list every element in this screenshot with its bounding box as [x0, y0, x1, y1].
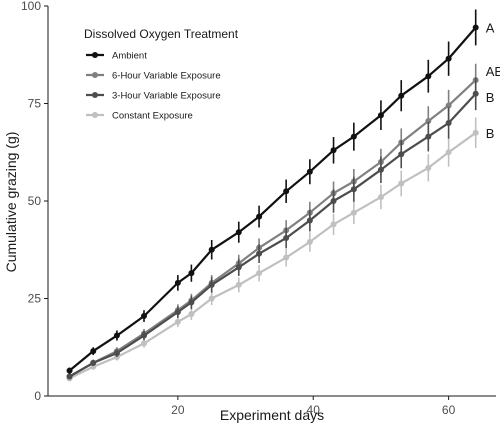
data-point	[283, 235, 290, 242]
series-layer	[66, 9, 479, 382]
data-point	[350, 133, 357, 140]
series-3	[66, 77, 479, 380]
legend-item-3: 3-Hour Variable Exposure	[86, 91, 221, 102]
data-point	[208, 246, 215, 253]
end-labels: A AB B B	[486, 20, 500, 140]
data-point	[283, 188, 290, 195]
series-line	[69, 131, 477, 380]
data-point	[256, 270, 263, 277]
data-point	[445, 120, 452, 126]
x-tick-label: 60	[442, 403, 456, 417]
data-point	[306, 168, 313, 175]
data-point	[235, 229, 242, 236]
data-point	[398, 92, 405, 99]
data-point	[425, 73, 432, 80]
data-point	[398, 180, 405, 187]
data-point	[472, 90, 479, 97]
data-point	[174, 309, 181, 316]
y-tick-label: 50	[28, 194, 42, 208]
legend-label: Constant Exposure	[112, 111, 193, 122]
data-point	[445, 55, 452, 62]
data-point	[377, 194, 384, 201]
y-tick-label: 25	[28, 292, 42, 306]
axes: 0 25 50 75 100 20 40 60	[21, 0, 496, 417]
data-point	[174, 279, 181, 286]
y-axis-title: Cumulative grazing (g)	[3, 132, 19, 273]
x-tick-label: 20	[171, 403, 185, 417]
data-point	[472, 129, 479, 136]
legend-label: 6-Hour Variable Exposure	[112, 71, 221, 82]
data-point	[188, 311, 195, 318]
legend-label: 3-Hour Variable Exposure	[112, 91, 221, 102]
data-point	[208, 281, 215, 288]
data-point	[425, 133, 432, 140]
data-point	[66, 373, 73, 380]
data-point	[445, 102, 452, 109]
y-tick-label: 0	[34, 389, 41, 403]
significance-label-4: B	[486, 126, 495, 141]
data-point	[330, 147, 337, 154]
legend-title: Dissolved Oxygen Treatment	[84, 27, 239, 41]
data-point	[208, 295, 215, 302]
data-point	[66, 367, 73, 374]
data-point	[425, 118, 432, 125]
data-point	[306, 238, 313, 245]
series-4	[66, 117, 479, 382]
y-tick-label: 100	[21, 0, 41, 13]
data-point	[377, 166, 384, 173]
data-point	[188, 270, 195, 277]
data-point	[350, 186, 357, 193]
data-point	[256, 250, 263, 257]
series-line	[68, 26, 477, 372]
data-point	[330, 221, 337, 228]
data-point	[350, 209, 357, 216]
data-point	[174, 318, 181, 325]
data-point	[235, 264, 242, 271]
legend-label: Ambient	[112, 51, 147, 62]
data-point	[113, 350, 120, 357]
series-line	[68, 79, 477, 378]
legend-item-4: Constant Exposure	[86, 111, 193, 122]
significance-label-1: A	[486, 20, 495, 35]
x-axis-title: Experiment days	[220, 407, 324, 423]
data-point	[141, 332, 147, 339]
data-point	[283, 254, 290, 261]
data-point	[306, 217, 313, 224]
data-point	[256, 213, 263, 220]
data-point	[398, 151, 405, 158]
data-point	[330, 198, 337, 204]
y-tick-label: 75	[28, 97, 42, 111]
legend-item-1: Ambient	[86, 51, 147, 62]
data-point	[235, 281, 242, 288]
data-point	[141, 313, 147, 320]
data-point	[445, 149, 452, 156]
data-point	[188, 299, 195, 306]
legend-item-2: 6-Hour Variable Exposure	[86, 71, 221, 82]
data-point	[90, 359, 97, 366]
significance-label-3: B	[486, 90, 495, 105]
legend-swatch-point	[92, 92, 98, 98]
data-point	[425, 164, 432, 171]
series-1	[66, 9, 479, 374]
significance-label-2: AB	[486, 64, 500, 79]
data-point	[141, 340, 147, 347]
x-tick-label: 40	[307, 403, 321, 417]
data-point	[377, 112, 384, 119]
legend-swatch-point	[92, 72, 98, 78]
legend: Dissolved Oxygen Treatment Ambient 6-Hour …	[84, 27, 239, 122]
series-line	[68, 93, 477, 378]
data-point	[90, 348, 97, 355]
legend-swatch-point	[92, 52, 98, 58]
data-point	[113, 332, 120, 339]
data-point	[472, 24, 479, 31]
legend-swatch-point	[92, 112, 98, 118]
